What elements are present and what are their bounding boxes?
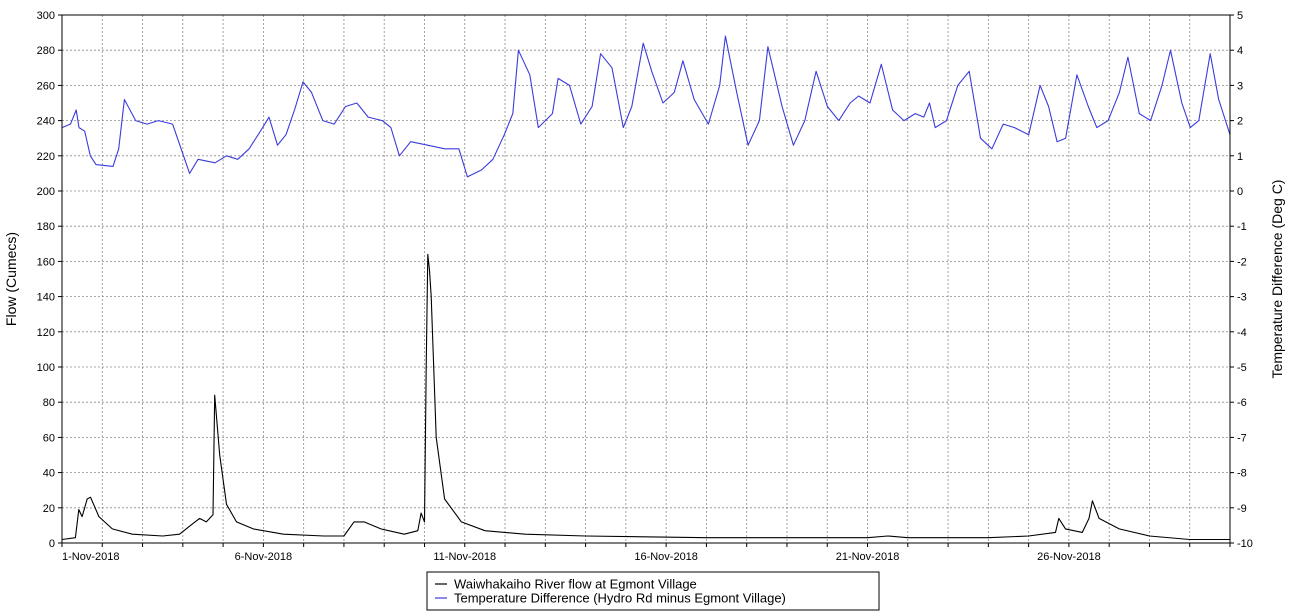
right-tick-label: -3 (1237, 292, 1247, 304)
series-line-temperature (61, 35, 1231, 178)
right-tick-label: -7 (1237, 432, 1247, 444)
left-tick-label: 160 (37, 256, 55, 268)
left-tick-label: 300 (37, 10, 55, 22)
right-tick-label: -8 (1237, 468, 1247, 480)
left-tick-label: 220 (37, 151, 55, 163)
left-tick-label: 40 (43, 468, 55, 480)
right-tick-label: 2 (1237, 116, 1243, 128)
legend-label-temperature: Temperature Difference (Hydro Rd minus E… (454, 591, 786, 606)
left-tick-label: 0 (49, 538, 55, 550)
left-tick-label: 140 (37, 292, 55, 304)
x-tick-label: 6-Nov-2018 (235, 551, 292, 563)
legend-label-flow: Waiwhakaiho River flow at Egmont Village (454, 577, 697, 592)
left-tick-label: 260 (37, 80, 55, 92)
right-tick-label: -5 (1237, 362, 1247, 374)
right-tick-label: 3 (1237, 80, 1243, 92)
right-tick-label: 0 (1237, 186, 1243, 198)
legend-box (426, 571, 880, 611)
left-tick-label: 240 (37, 116, 55, 128)
right-tick-label: -6 (1237, 397, 1247, 409)
right-tick-label: 4 (1237, 45, 1243, 57)
right-tick-label: 1 (1237, 151, 1243, 163)
left-tick-label: 180 (37, 221, 55, 233)
grid-lines (62, 15, 1230, 543)
y-axis-left-title: Flow (Cumecs) (3, 232, 19, 326)
x-tick-label: 16-Nov-2018 (634, 551, 698, 563)
legend: Waiwhakaiho River flow at Egmont Village… (426, 571, 880, 611)
right-tick-label: -10 (1237, 538, 1253, 550)
right-tick-label: -1 (1237, 221, 1247, 233)
right-tick-label: -9 (1237, 503, 1247, 515)
series-lines (61, 35, 1231, 541)
right-tick-label: 5 (1237, 10, 1243, 22)
x-tick-label: 11-Nov-2018 (433, 551, 496, 563)
left-tick-label: 120 (37, 327, 55, 339)
left-tick-label: 280 (37, 45, 55, 57)
x-tick-label: 26-Nov-2018 (1037, 551, 1101, 563)
x-tick-label: 1-Nov-2018 (62, 551, 119, 563)
left-tick-label: 200 (37, 186, 55, 198)
left-tick-label: 80 (43, 397, 55, 409)
plot-frame (61, 14, 1231, 544)
left-axis-ticks: 0 20 40 60 80 100 120 140 160 180 200 220 240 260 280 3… (37, 10, 62, 550)
left-tick-label: 100 (37, 362, 55, 374)
series-line-flow (61, 253, 1230, 541)
x-tick-label: 21-Nov-2018 (836, 551, 900, 563)
right-tick-label: -4 (1237, 327, 1247, 339)
left-tick-label: 60 (43, 432, 55, 444)
y-axis-right-title: Temperature Difference (Deg C) (1269, 180, 1285, 379)
left-tick-label: 20 (43, 503, 55, 515)
right-tick-label: -2 (1237, 256, 1247, 268)
x-axis-ticks: 1-Nov-2018 6-Nov-2018 11-Nov-2018 16-Nov-20… (61, 543, 1231, 563)
